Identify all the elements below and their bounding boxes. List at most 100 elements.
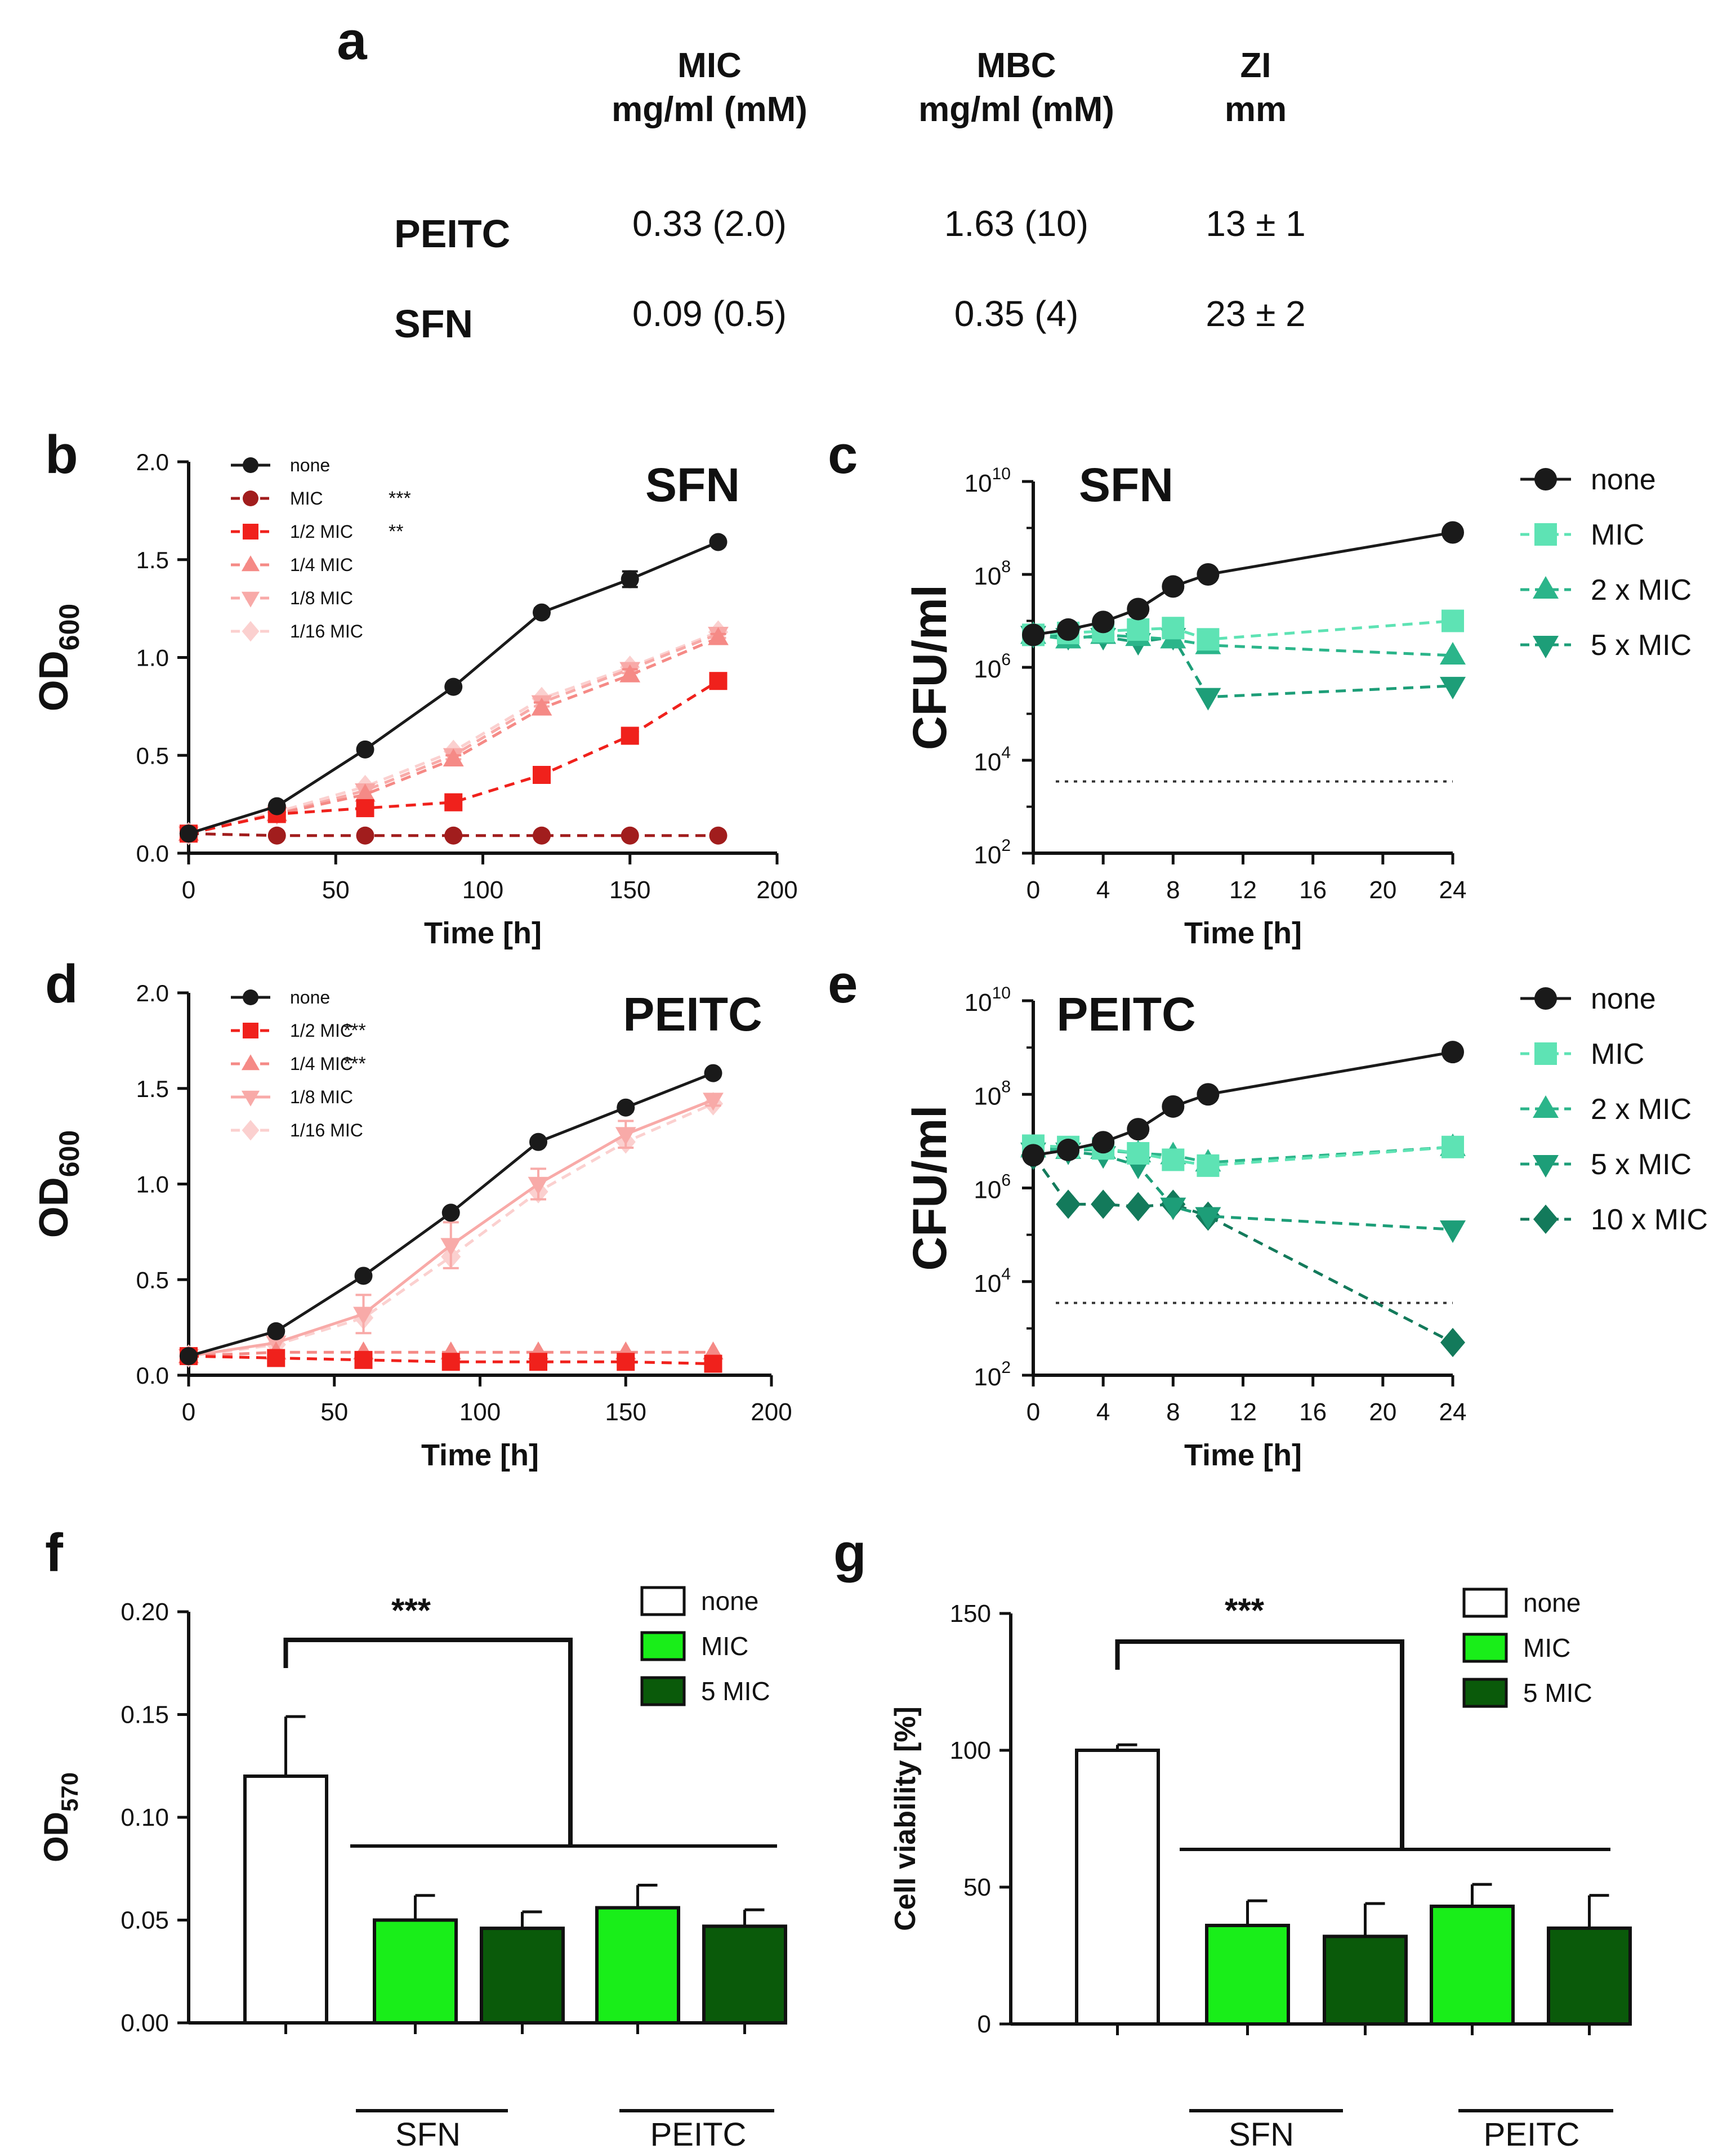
y-tick-exponent: 2 (1001, 1358, 1011, 1377)
bar (480, 1927, 565, 2025)
data-point (1127, 618, 1150, 641)
series-none (1022, 521, 1464, 647)
x-tick-label: 4 (1096, 1398, 1110, 1426)
y-tick-label: 0.0 (136, 1362, 169, 1389)
series-line (1033, 633, 1453, 699)
series-mic (1022, 1134, 1464, 1177)
legend-marker (1533, 576, 1559, 599)
y-tick-label: 108 (974, 558, 1011, 590)
data-point (1440, 1220, 1466, 1243)
y-tick-exponent: 8 (1001, 558, 1011, 576)
y-tick-base: 10 (974, 1270, 1001, 1298)
data-point (440, 1238, 462, 1256)
data-point (1162, 1148, 1185, 1171)
legend-marker (243, 524, 258, 540)
y-tick-label: 50 (963, 1874, 991, 1901)
summary-table: a MIC mg/ml (mM) MBC mg/ml (mM) ZI mm PE… (0, 0, 1736, 372)
series-10-x-mic (1021, 1140, 1465, 1357)
legend: none MIC 5 MIC (640, 1586, 770, 1706)
significance-label: *** (391, 1591, 431, 1629)
series-none (180, 1064, 722, 1366)
group-label: PEITC (650, 2116, 747, 2149)
data-point (356, 799, 374, 818)
data-point (267, 797, 286, 815)
cell-sfn-mic: 0.09 (0.5) (632, 293, 787, 334)
data-point (533, 826, 551, 845)
bar (1323, 1934, 1408, 2026)
y-tick-label: 0.15 (121, 1701, 169, 1729)
panel-label-d: d (45, 954, 78, 1014)
legend-swatch (640, 1586, 686, 1616)
data-point (1440, 641, 1466, 665)
legend-label: 1/4 MIC (290, 555, 353, 575)
y-tick-exponent: 6 (1001, 1171, 1011, 1190)
y-tick-exponent: 4 (1001, 1265, 1011, 1283)
legend-marker (1534, 523, 1557, 546)
bar-group (1547, 1894, 1632, 2035)
panel-d: d PEITC 0 50 100 150 200 0.0 0.5 1.0 1.5 2.0 Time [h… (32, 954, 792, 1472)
legend-label: 5 MIC (701, 1677, 770, 1706)
y-tick-exponent: 4 (1001, 743, 1011, 762)
x-axis-label: Time [h] (421, 1438, 539, 1472)
legend-label: none (1523, 1588, 1581, 1617)
y-label-sub: 570 (56, 1772, 83, 1812)
legend-label: 5 x MIC (1591, 629, 1692, 662)
x-tick-label: 0 (182, 1398, 195, 1426)
y-tick-label: 0.0 (136, 840, 169, 867)
legend-swatch (1462, 1633, 1508, 1663)
group-label: SFN (1229, 2116, 1294, 2149)
y-tick-label: 0.10 (121, 1804, 169, 1831)
data-point (528, 1176, 549, 1195)
bar-group (1323, 1902, 1408, 2035)
legend-label: MIC (701, 1631, 748, 1661)
bar (1075, 1749, 1160, 2026)
y-tick-exponent: 2 (1001, 836, 1011, 855)
y-tick-label: 0.05 (121, 1907, 169, 1934)
data-point (443, 748, 464, 766)
panel-label-a: a (337, 11, 367, 71)
legend-label: 10 x MIC (1591, 1203, 1708, 1236)
bracket-line (283, 1638, 573, 1846)
data-point (1197, 563, 1220, 586)
data-point (533, 766, 551, 784)
x-tick-label: 200 (751, 1398, 792, 1426)
legend-marker (1534, 1042, 1557, 1065)
legend-marker (243, 1023, 258, 1038)
legend-significance: *** (343, 1020, 366, 1041)
x-tick-label: 50 (322, 876, 350, 904)
data-point (621, 826, 639, 845)
data-point (1442, 521, 1464, 544)
data-point (355, 783, 376, 802)
data-point (1442, 609, 1464, 632)
cell-peitc-mbc: 1.63 (10) (944, 203, 1089, 244)
legend-marker (1533, 1155, 1559, 1178)
row-label-peitc: PEITC (394, 212, 511, 256)
series-5-x-mic (1020, 1142, 1466, 1243)
data-point (529, 1353, 547, 1371)
x-tick-label: 150 (609, 876, 650, 904)
panel-label-b: b (45, 425, 78, 485)
x-tick-label: 12 (1229, 1398, 1257, 1426)
y-tick-base: 10 (974, 1176, 1001, 1204)
bar-group (595, 1883, 680, 2034)
bar (702, 1924, 787, 2025)
cell-sfn-mbc: 0.35 (4) (954, 293, 1079, 334)
legend-label: MIC (1591, 1038, 1644, 1071)
y-label-sub: 600 (53, 1130, 85, 1177)
bar (595, 1906, 680, 2025)
data-point (1092, 610, 1115, 634)
legend-label: 1/8 MIC (290, 588, 353, 608)
y-tick-base: 10 (974, 841, 1001, 869)
x-tick-label: 0 (1027, 1398, 1040, 1426)
bar-group (1430, 1883, 1515, 2035)
data-point (617, 1353, 635, 1371)
data-point (1195, 1207, 1221, 1230)
data-point (617, 1098, 635, 1117)
legend-marker (243, 989, 258, 1005)
x-tick-label: 100 (459, 1398, 501, 1426)
y-tick-base: 10 (965, 470, 992, 497)
data-point (704, 1064, 722, 1082)
y-tick-label: 1010 (965, 984, 1011, 1016)
table-header-mic: MIC mg/ml (mM) (563, 44, 856, 132)
legend-label: MIC (1591, 519, 1644, 551)
